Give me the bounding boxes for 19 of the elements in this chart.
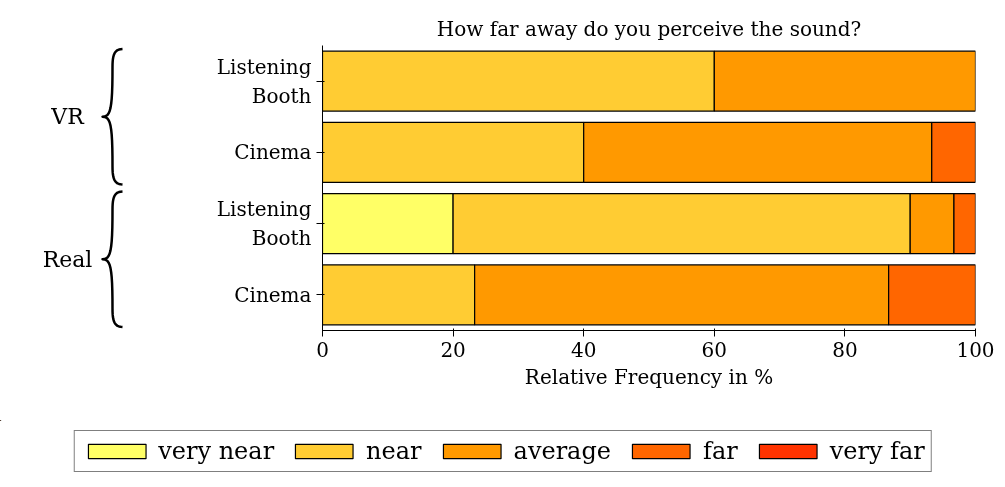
x-tick-label: 80	[832, 337, 858, 362]
x-tick-label: 0	[316, 337, 329, 362]
legend-label: average	[513, 437, 611, 465]
y-tick-label: Listening Booth	[216, 197, 312, 251]
x-tick-label: 60	[701, 337, 728, 362]
legend-label: far	[702, 437, 738, 465]
y-tick-label: Listening Booth	[216, 54, 312, 108]
text: Real	[42, 246, 93, 272]
chart-title: How far away do you perceive the sound?	[436, 16, 862, 41]
x-axis-title: Relative Frequency in %	[524, 364, 774, 389]
x-tick-label: 100	[956, 337, 995, 362]
legend-label: very near	[158, 437, 275, 465]
y-tick-label: Cinema	[234, 140, 312, 165]
legend-label: near	[366, 437, 422, 465]
legend-label: very far	[829, 437, 925, 465]
text: VR	[50, 104, 86, 130]
x-tick-label: 20	[440, 337, 466, 362]
y-tick-label: Cinema	[234, 282, 312, 307]
x-tick-label: 40	[570, 337, 597, 362]
